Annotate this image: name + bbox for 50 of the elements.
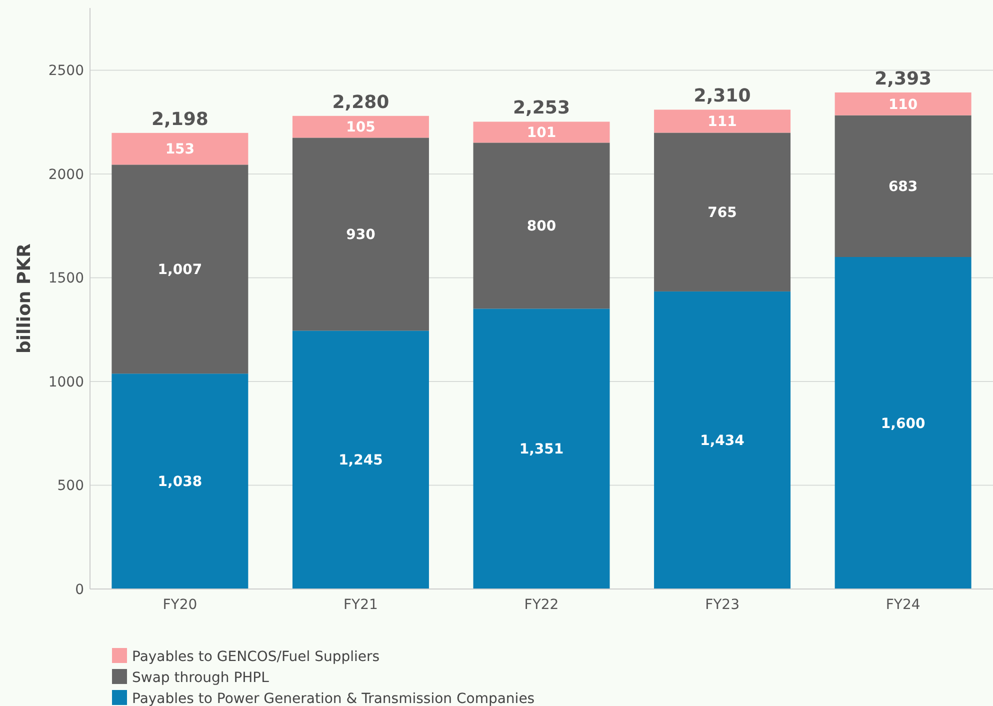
data-label: 111 (708, 114, 737, 130)
bar (654, 291, 791, 589)
legend-label: Payables to GENCOS/Fuel Suppliers (132, 648, 380, 665)
y-axis-title: billion PKR (14, 243, 35, 354)
x-tick-label: FY20 (162, 597, 198, 613)
bar (654, 132, 791, 292)
data-label: 101 (526, 125, 556, 142)
data-label: 1,245 (338, 452, 383, 469)
data-label: 153 (165, 142, 195, 158)
data-label: 105 (346, 120, 376, 136)
data-label: 1,434 (700, 433, 745, 450)
data-label: 1,600 (880, 416, 926, 432)
legend-label: Swap through PHPL (132, 670, 270, 686)
bar (473, 142, 610, 309)
bar (834, 257, 972, 589)
total-label: 2,253 (513, 98, 570, 119)
y-tick-label: 500 (57, 478, 84, 494)
bar (654, 110, 791, 133)
y-tick-label: 0 (75, 582, 84, 598)
bar (292, 116, 429, 138)
bar (112, 374, 248, 589)
total-label: 2,310 (694, 86, 751, 107)
legend-label: Payables to Power Generation & Transmission Companies (132, 690, 535, 706)
total-label: 2,280 (332, 92, 390, 113)
data-label: 930 (346, 227, 376, 244)
data-label: 1,038 (158, 474, 202, 490)
bar (834, 92, 972, 116)
y-tick-label: 1000 (48, 374, 84, 390)
data-label: 765 (708, 204, 737, 221)
y-tick-label: 2000 (48, 166, 84, 183)
data-label: 683 (888, 179, 918, 196)
bar (834, 115, 972, 257)
x-tick-label: FY21 (344, 597, 378, 613)
total-label: 2,393 (874, 68, 932, 90)
y-tick-label: 2500 (48, 63, 84, 80)
bar (112, 132, 248, 165)
data-label: 1,007 (158, 262, 202, 278)
bar (292, 330, 429, 589)
bar (473, 308, 610, 589)
x-tick-label: FY23 (705, 597, 740, 613)
data-label: 800 (526, 218, 556, 235)
x-tick-label: FY24 (886, 597, 920, 613)
y-tick-label: 1500 (48, 270, 84, 287)
data-label: 110 (888, 96, 918, 113)
total-label: 2,198 (151, 108, 208, 130)
bar (473, 122, 610, 143)
bar (292, 138, 429, 331)
bar (112, 164, 248, 374)
data-label: 1,351 (519, 442, 564, 458)
x-tick-label: FY22 (524, 597, 559, 613)
